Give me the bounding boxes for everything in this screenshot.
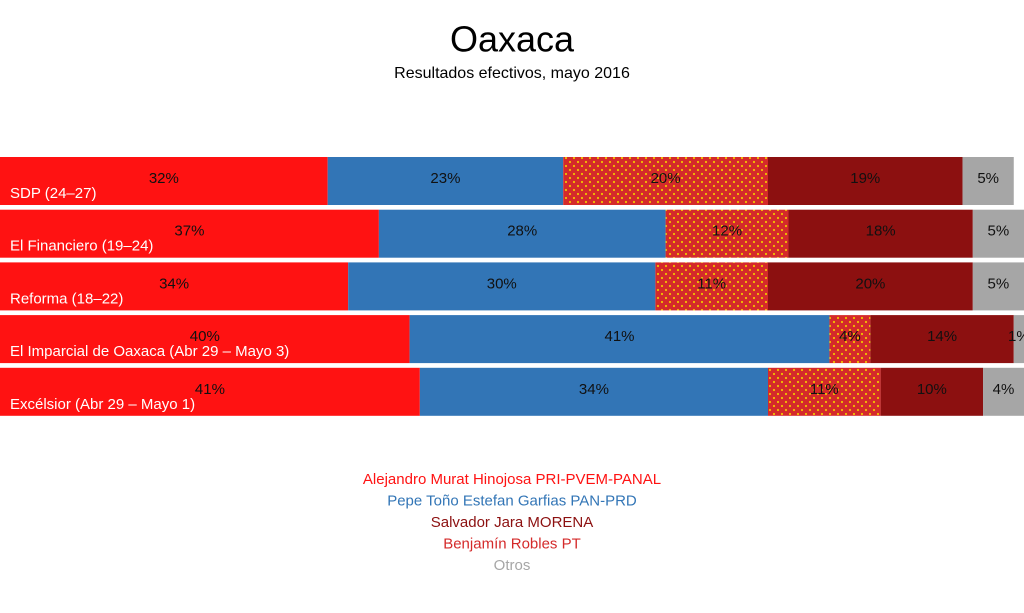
value-label: 23% <box>430 170 460 187</box>
bar-segment <box>327 157 564 205</box>
bar-segment <box>880 367 984 416</box>
bar-segment <box>0 315 410 364</box>
value-label: 28% <box>507 223 537 240</box>
bar-segment <box>983 367 1024 416</box>
value-label: 1% <box>1008 328 1024 345</box>
bar-segment <box>409 315 830 364</box>
bar-segment <box>0 262 349 311</box>
bar-segment <box>655 262 768 311</box>
category-label: El Financiero (19–24) <box>10 238 153 255</box>
legend-entry: Pepe Toño Estefan Garfias PAN-PRD <box>387 492 637 509</box>
bar-segment <box>768 367 881 416</box>
value-label: 40% <box>190 328 220 345</box>
value-label: 41% <box>605 328 635 345</box>
bar-segment <box>348 262 656 311</box>
bar-segment <box>972 209 1024 258</box>
chart-title: Oaxaca <box>450 19 575 60</box>
value-label: 5% <box>988 223 1010 240</box>
value-label: 20% <box>855 275 885 292</box>
bar-segment <box>419 367 768 416</box>
value-label: 18% <box>866 223 896 240</box>
bar-segment <box>768 157 963 205</box>
bar-segment <box>768 262 973 311</box>
category-label: Reforma (18–22) <box>10 290 123 307</box>
legend-entry: Otros <box>494 557 531 574</box>
value-label: 12% <box>712 223 742 240</box>
value-label: 4% <box>839 328 861 345</box>
value-label: 5% <box>977 170 999 187</box>
bar-segment <box>563 157 768 205</box>
value-label: 34% <box>159 275 189 292</box>
bar-segment <box>829 315 871 364</box>
bar-segment <box>0 209 379 258</box>
bar-segment <box>0 157 328 205</box>
value-label: 41% <box>195 381 225 398</box>
category-label: El Imparcial de Oaxaca (Abr 29 – Mayo 3) <box>10 343 289 360</box>
value-label: 10% <box>917 381 947 398</box>
value-label: 4% <box>993 381 1015 398</box>
value-label: 30% <box>487 275 517 292</box>
value-label: 5% <box>988 275 1010 292</box>
value-label: 20% <box>651 170 681 187</box>
chart-subtitle: Resultados efectivos, mayo 2016 <box>394 65 630 82</box>
value-label: 34% <box>579 381 609 398</box>
bar-segment <box>0 367 420 416</box>
bar-segment <box>788 209 973 258</box>
value-label: 14% <box>927 328 957 345</box>
value-label: 19% <box>850 170 880 187</box>
value-label: 11% <box>810 381 839 398</box>
bar-segment <box>972 262 1024 311</box>
bar-segment <box>665 209 789 258</box>
category-label: SDP (24–27) <box>10 185 96 202</box>
bar-segment <box>962 157 1014 205</box>
legend-entry: Salvador Jara MORENA <box>431 514 594 531</box>
legend-entry: Benjamín Robles PT <box>443 535 581 552</box>
bar-segment <box>1013 315 1024 364</box>
value-label: 37% <box>174 223 204 240</box>
value-label: 32% <box>149 170 179 187</box>
category-label: Excélsior (Abr 29 – Mayo 1) <box>10 396 195 413</box>
bar-segment <box>378 209 666 258</box>
bar-segment <box>870 315 1014 364</box>
legend-entry: Alejandro Murat Hinojosa PRI-PVEM-PANAL <box>363 471 661 488</box>
value-label: 11% <box>697 275 726 292</box>
